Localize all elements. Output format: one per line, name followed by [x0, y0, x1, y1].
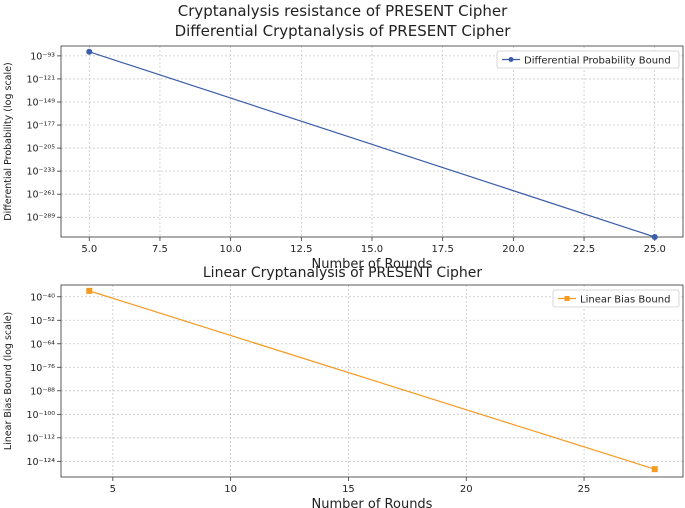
- y-tick-label: 10⁻¹⁰⁰: [26, 410, 55, 421]
- y-tick-label: 10⁻²⁸⁹: [26, 213, 55, 224]
- x-tick-label: 10.0: [220, 244, 242, 255]
- x-tick-label: 25: [578, 484, 591, 495]
- data-point: [86, 48, 93, 55]
- y-tick-label: 10⁻²³³: [26, 167, 55, 178]
- legend-marker: [508, 57, 514, 62]
- data-point: [86, 287, 93, 294]
- y-tick-label: 10⁻⁷⁶: [30, 363, 55, 374]
- y-tick-label: 10⁻⁸⁸: [30, 386, 55, 397]
- legend-box: [496, 50, 680, 69]
- y-tick-label: 10⁻²⁶¹: [26, 190, 55, 201]
- x-tick-label: 25.0: [644, 244, 666, 255]
- y-tick-label: 10⁻⁶⁴: [30, 339, 55, 350]
- x-tick-label: 15: [342, 484, 355, 495]
- y-tick-label: 10⁻²⁰⁵: [26, 144, 55, 155]
- y-axis-label: Linear Bias Bound (log scale): [3, 312, 14, 450]
- y-tick-label: 10⁻¹²¹: [26, 74, 55, 85]
- y-tick-label: 10⁻⁴⁰: [30, 292, 55, 303]
- x-tick-label: 15.0: [361, 244, 383, 255]
- x-tick-label: 20: [460, 484, 473, 495]
- x-tick-label: 10: [224, 484, 237, 495]
- x-tick-label: 5.0: [81, 244, 97, 255]
- y-tick-label: 10⁻⁵²: [30, 316, 55, 327]
- x-tick-label: 17.5: [432, 244, 454, 255]
- data-point: [651, 234, 658, 240]
- series-line: [89, 51, 655, 238]
- y-tick-label: 10⁻¹⁴⁹: [26, 97, 55, 108]
- x-tick-label: 5: [110, 484, 116, 495]
- x-tick-label: 22.5: [573, 244, 595, 255]
- y-tick-label: 10⁻⁹³: [30, 51, 55, 62]
- legend-label: Linear Bias Bound: [580, 295, 670, 306]
- x-tick-label: 7.5: [152, 244, 168, 255]
- legend-box: [552, 289, 680, 308]
- y-tick-label: 10⁻¹²⁴: [26, 457, 55, 468]
- x-axis-label: Number of Rounds: [312, 497, 433, 508]
- y-tick-label: 10⁻¹⁷⁷: [26, 121, 55, 132]
- x-axis-label: Number of Rounds: [312, 257, 433, 272]
- figure-suptitle: Cryptanalysis resistance of PRESENT Ciph…: [177, 2, 508, 20]
- x-tick-label: 20.0: [502, 244, 524, 255]
- chart-1-title: Differential Cryptanalysis of PRESENT Ci…: [174, 22, 511, 40]
- series-line: [89, 290, 655, 470]
- x-tick-label: 12.5: [290, 244, 312, 255]
- data-point: [651, 466, 658, 473]
- legend-marker: [564, 296, 570, 301]
- plot-frame: [60, 284, 684, 478]
- y-axis-label: Differential Probability (log scale): [3, 62, 14, 220]
- y-tick-label: 10⁻¹¹²: [26, 433, 55, 444]
- chart-2-title: Linear Cryptanalysis of PRESENT Cipher: [202, 265, 483, 281]
- legend-label: Differential Probability Bound: [524, 56, 671, 67]
